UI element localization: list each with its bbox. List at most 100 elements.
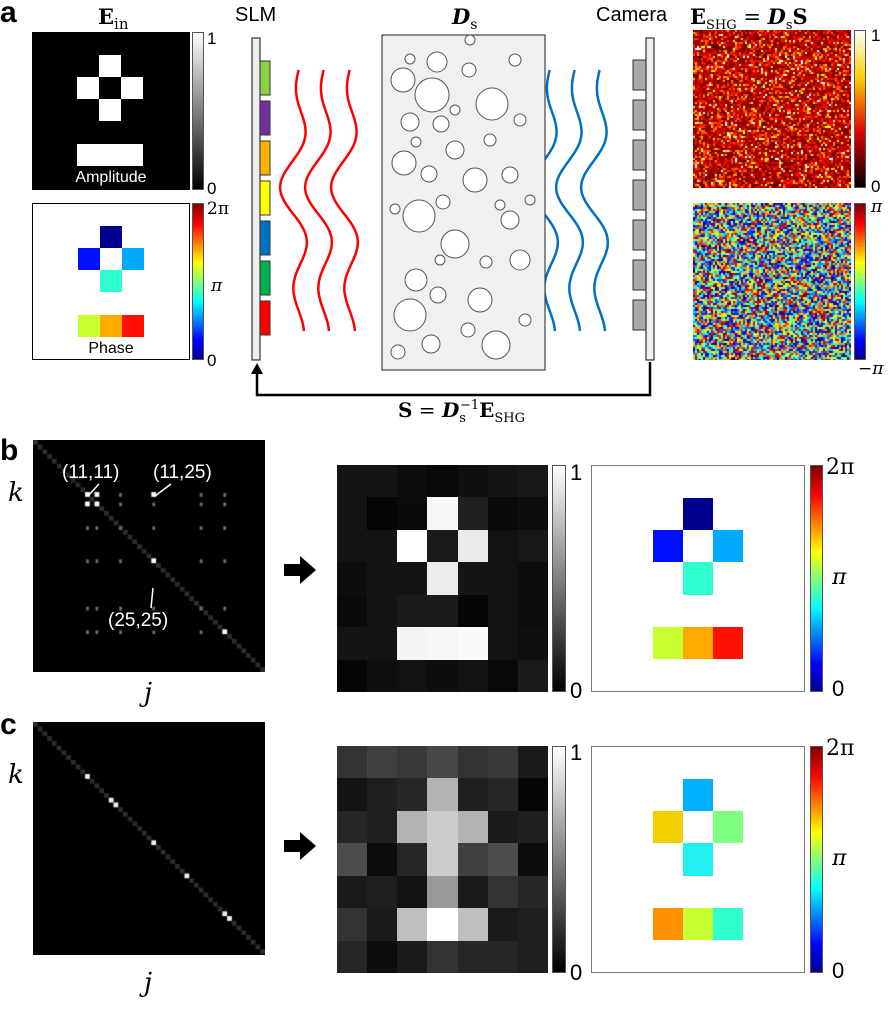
- amplitude-pixel: [367, 940, 398, 973]
- colorbar-max-label: 2π: [207, 199, 229, 219]
- amplitude-pixel: [517, 940, 548, 973]
- amplitude-pixel: [397, 940, 428, 973]
- scatterer: [445, 140, 465, 160]
- phase-label: Phase: [88, 340, 134, 357]
- matrix-y-label: k: [8, 478, 24, 508]
- amplitude-pixel: [427, 627, 458, 660]
- colorbar-mid-label: π: [211, 276, 223, 296]
- amp-pixel: [99, 99, 121, 121]
- amplitude-pixel: [337, 843, 368, 876]
- amplitude-pixel: [457, 908, 488, 941]
- amplitude-pixel: [457, 529, 488, 563]
- scatterer: [464, 34, 476, 46]
- scatterer: [440, 229, 470, 259]
- phase-pixel: [713, 530, 744, 563]
- scatterer: [513, 113, 527, 127]
- colorbar-min-label: 0: [832, 676, 845, 701]
- shg-phase-speckle: [693, 203, 851, 360]
- phase-colorbar: [810, 465, 823, 692]
- colorbar-max-label: 1: [871, 26, 881, 45]
- amplitude-pixel: [457, 562, 488, 595]
- amplitude-pixel: [517, 810, 548, 844]
- scatterer: [467, 287, 493, 313]
- scatterer: [449, 104, 461, 116]
- amplitude-pixel: [457, 810, 488, 844]
- arrow-right-icon: [284, 832, 316, 860]
- amplitude-colorbar: [192, 32, 204, 190]
- amplitude-pixel: [427, 594, 458, 628]
- wave: [303, 69, 334, 332]
- colorbar-max-label: 1: [207, 29, 217, 48]
- wave: [278, 69, 309, 332]
- amplitude-pixel: [397, 778, 428, 811]
- wave: [329, 69, 360, 332]
- colorbar-min-label: 0: [570, 678, 583, 703]
- phase-pixel: [682, 907, 714, 940]
- amplitude-pixel: [487, 908, 518, 941]
- eshg-title: ESHG = DsS: [690, 4, 808, 33]
- annotation-11-25: (11,25): [153, 462, 212, 483]
- amplitude-pixel: [517, 746, 548, 779]
- phase-pixel-top: [100, 226, 122, 248]
- amplitude-pixel: [397, 875, 428, 909]
- phase-pixel: [652, 907, 683, 940]
- slm-pixel: [259, 180, 271, 216]
- amplitude-pixel: [397, 908, 428, 941]
- reconstruction-formula: S = Ds−1ESHG: [398, 398, 525, 426]
- amplitude-pixel: [487, 778, 518, 811]
- amplitude-pixel: [457, 627, 488, 660]
- amplitude-pixel: [337, 529, 368, 563]
- slm-pixel: [259, 140, 271, 176]
- amplitude-pixel: [337, 627, 368, 660]
- colorbar-max-label: π: [871, 197, 883, 217]
- amplitude-pixel: [517, 627, 548, 660]
- phase-pixel-left: [78, 248, 100, 270]
- amplitude-pixel: [397, 810, 428, 844]
- amplitude-label: Amplitude: [75, 169, 147, 186]
- formula-d: D: [441, 398, 460, 422]
- amplitude-pixel: [337, 465, 368, 498]
- amplitude-pixel: [457, 746, 488, 779]
- amplitude-pixel: [337, 908, 368, 941]
- annotation-11-11: (11,11): [62, 462, 120, 483]
- amplitude-pixel: [367, 529, 398, 563]
- scatterer: [404, 53, 416, 65]
- input-phase-image: Phase: [32, 203, 190, 360]
- scatterer: [509, 249, 531, 271]
- amp-pixel: [99, 55, 121, 77]
- amplitude-pixel: [427, 746, 458, 779]
- colorbar-min-label: 0: [207, 351, 217, 370]
- amplitude-pixel: [367, 594, 398, 628]
- eshg-rhs-s: S: [792, 4, 808, 29]
- scatterer: [508, 53, 522, 67]
- amplitude-pixel: [427, 940, 458, 973]
- phase-pixel: [682, 562, 714, 595]
- slm-panel: [251, 37, 261, 361]
- scatterer: [393, 298, 427, 332]
- phase-colorbar: [810, 746, 823, 973]
- formula-eq: =: [412, 398, 442, 422]
- camera-pixel: [632, 99, 647, 131]
- scatterer: [414, 77, 450, 113]
- amplitude-pixel: [397, 746, 428, 779]
- eshg-rhs-d: D: [767, 4, 786, 29]
- annotation-25-25: (25,25): [108, 610, 169, 631]
- amplitude-pixel: [517, 497, 548, 530]
- scatterer: [410, 136, 422, 148]
- amplitude-pixel: [487, 810, 518, 844]
- feedback-arrow: [255, 362, 652, 397]
- phase-pixel: [682, 779, 714, 812]
- scatterer: [390, 67, 416, 93]
- colorbar-mid-label: π: [832, 846, 847, 871]
- amplitude-pixel: [337, 659, 368, 692]
- amplitude-colorbar: [552, 465, 566, 692]
- colorbar-mid-label: π: [832, 565, 847, 590]
- scatterer: [400, 112, 420, 132]
- colorbar-min-label: 0: [832, 958, 845, 983]
- amplitude-pixel: [397, 529, 428, 563]
- amplitude-pixel: [367, 875, 398, 909]
- amplitude-pixel: [397, 594, 428, 628]
- scatterer: [402, 199, 436, 233]
- slm-pixel: [259, 60, 271, 96]
